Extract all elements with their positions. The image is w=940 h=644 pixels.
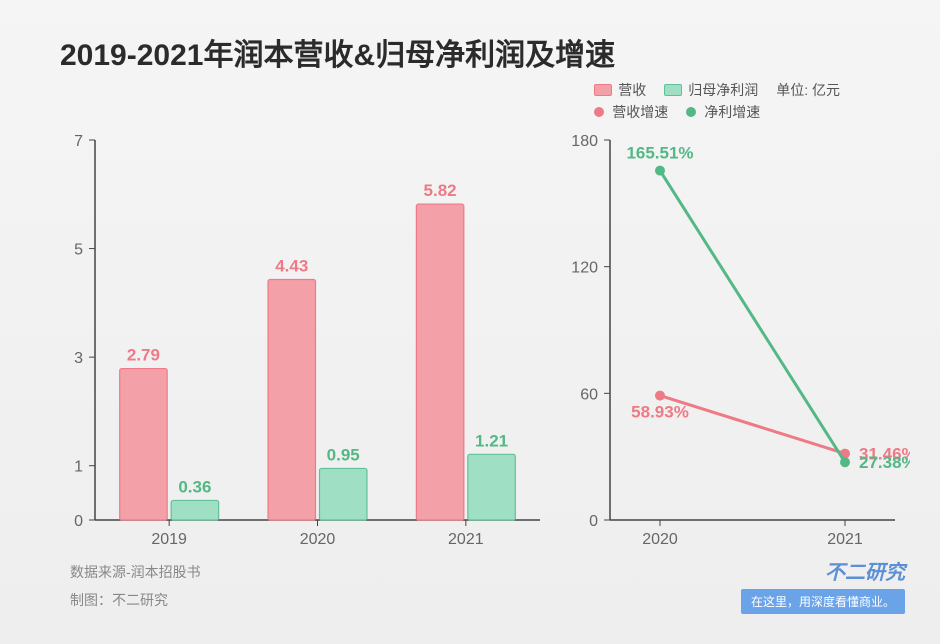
svg-text:2021: 2021 [827,531,863,548]
swatch-revenue-growth [594,107,604,117]
page-title: 2019-2021年润本营收&归母净利润及增速 [60,30,615,74]
svg-text:2020: 2020 [642,531,678,548]
svg-text:0.95: 0.95 [327,445,360,464]
footer: 数据来源-润本招股书 制图：不二研究 [70,558,201,614]
legend-item-revenue: 营收 [594,80,646,100]
legend-item-profit-growth: 净利增速 [686,102,760,122]
svg-text:120: 120 [571,260,598,277]
brand-tag: 在这里，用深度看懂商业。 [741,589,905,614]
svg-text:180: 180 [571,133,598,150]
svg-text:2019: 2019 [151,531,187,548]
svg-text:58.93%: 58.93% [631,403,689,422]
swatch-revenue [594,84,612,96]
svg-text:2021: 2021 [448,531,484,548]
svg-text:7: 7 [74,133,83,150]
svg-text:1: 1 [74,459,83,476]
swatch-profit [664,84,682,96]
legend-label: 归母净利润 [688,80,758,100]
legend-item-revenue-growth: 营收增速 [594,102,668,122]
svg-text:3: 3 [74,350,83,367]
brand: 不二研究 在这里，用深度看懂商业。 [741,556,905,614]
legend-item-profit: 归母净利润 [664,80,758,100]
source-label: 数据来源-润本招股书 [70,558,201,586]
legend-label: 营收 [618,80,646,100]
svg-text:2.79: 2.79 [127,346,160,365]
legend-label: 净利增速 [704,102,760,122]
legend: 营收 归母净利润 单位: 亿元 营收增速 净利增速 [594,80,840,124]
swatch-profit-growth [686,107,696,117]
svg-text:0: 0 [589,513,598,530]
svg-text:2020: 2020 [300,531,336,548]
svg-text:5.82: 5.82 [424,181,457,200]
svg-text:0: 0 [74,513,83,530]
svg-text:5: 5 [74,242,83,259]
unit-label: 单位: 亿元 [776,80,840,100]
legend-label: 营收增速 [612,102,668,122]
maker-label: 制图：不二研究 [70,586,201,614]
chart-svg: 0 1 3 5 7 2.79 0.36 2019 4.43 0.95 2020 5.82 1.21 202… [40,130,910,550]
svg-text:27.38%: 27.38% [859,453,910,472]
svg-text:0.36: 0.36 [178,477,211,496]
svg-text:4.43: 4.43 [275,257,308,276]
brand-name: 不二研究 [741,556,905,585]
svg-text:165.51%: 165.51% [626,144,693,163]
svg-text:60: 60 [580,386,598,403]
svg-text:1.21: 1.21 [475,431,508,450]
chart-area: 0 1 3 5 7 2.79 0.36 2019 4.43 0.95 2020 5.82 1.21 202… [40,130,910,550]
